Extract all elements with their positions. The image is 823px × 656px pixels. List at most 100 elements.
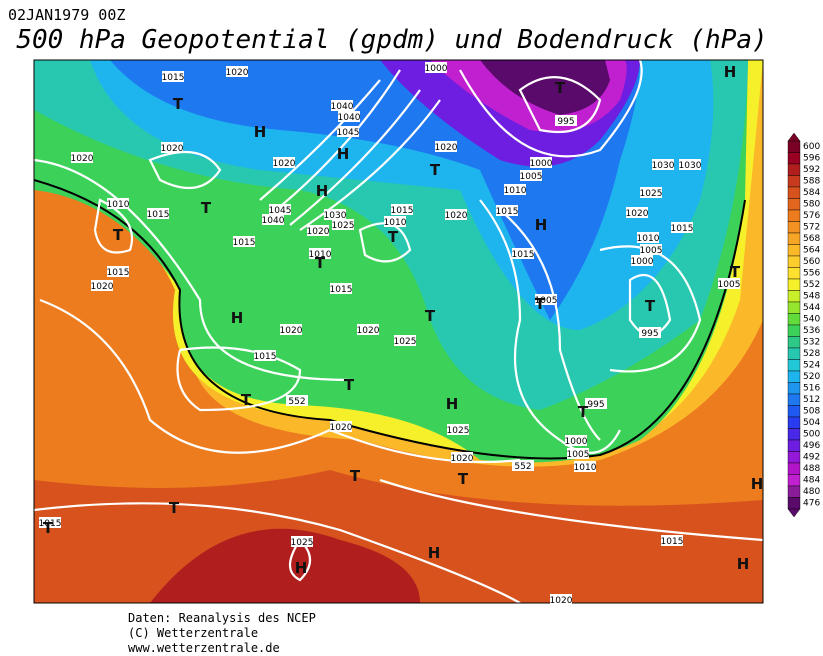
label-bg bbox=[384, 216, 406, 227]
colorbar-swatch bbox=[787, 140, 801, 153]
pressure-center: T bbox=[173, 95, 184, 113]
label-bg bbox=[512, 460, 534, 471]
colorbar-swatch bbox=[787, 301, 801, 314]
isobar-label: 1025 bbox=[447, 426, 470, 436]
isobar-label: 1020 bbox=[226, 68, 249, 78]
isobar-label: 1015 bbox=[391, 206, 414, 216]
colorbar-swatch bbox=[787, 324, 801, 337]
footer-source: Daten: Reanalysis des NCEP bbox=[128, 611, 316, 625]
label-bg bbox=[652, 159, 674, 170]
colorbar-swatch bbox=[787, 209, 801, 222]
isobar-label: 1015 bbox=[671, 224, 694, 234]
label-bg bbox=[233, 236, 255, 247]
label-bg bbox=[637, 232, 659, 243]
isobar-label: 1025 bbox=[394, 337, 417, 347]
isobar-label: 995 bbox=[641, 329, 658, 339]
pressure-center: T bbox=[425, 307, 436, 325]
label-bg bbox=[162, 71, 184, 82]
label-bg bbox=[147, 208, 169, 219]
colorbar-swatch bbox=[787, 347, 801, 360]
label-bg bbox=[262, 214, 284, 225]
colorbar-label: 512 bbox=[803, 395, 820, 405]
isobar-label: 1015 bbox=[107, 268, 130, 278]
label-bg bbox=[307, 225, 329, 236]
colorbar-label: 480 bbox=[803, 487, 820, 497]
label-bg bbox=[640, 244, 662, 255]
colorbar-cap bbox=[787, 508, 801, 518]
colorbar-label: 476 bbox=[803, 499, 820, 509]
colorbar-label: 544 bbox=[803, 303, 820, 313]
colorbar-swatch bbox=[787, 451, 801, 464]
isobar-label: 552 bbox=[288, 397, 305, 407]
isobar-label: 1010 bbox=[384, 218, 407, 228]
pressure-center: T bbox=[388, 228, 399, 246]
isobar-label: 1020 bbox=[626, 209, 649, 219]
colorbar-swatch bbox=[787, 382, 801, 395]
isobar-label: 1015 bbox=[254, 352, 277, 362]
isobar-label: 995 bbox=[587, 400, 604, 410]
label-bg bbox=[286, 395, 308, 406]
isobar-label: 1000 bbox=[565, 437, 588, 447]
isobar-label: 1015 bbox=[233, 238, 256, 248]
label-bg bbox=[585, 398, 607, 409]
pressure-center: T bbox=[645, 297, 656, 315]
label-bg bbox=[574, 461, 596, 472]
label-bg bbox=[107, 266, 129, 277]
label-bg bbox=[291, 536, 313, 547]
map-frame bbox=[33, 59, 764, 604]
label-bg bbox=[504, 184, 526, 195]
label-bg bbox=[331, 100, 353, 111]
colorbar-swatch bbox=[787, 278, 801, 291]
pressure-center: H bbox=[428, 544, 441, 562]
isobar-label: 1015 bbox=[39, 519, 62, 529]
colorbar-swatch bbox=[787, 405, 801, 418]
label-bg bbox=[530, 157, 552, 168]
label-bg bbox=[679, 159, 701, 170]
colorbar-label: 488 bbox=[803, 464, 820, 474]
colorbar-label: 576 bbox=[803, 211, 820, 221]
colorbar-label: 516 bbox=[803, 384, 820, 394]
label-bg bbox=[107, 198, 129, 209]
colorbar-label: 496 bbox=[803, 441, 820, 451]
label-bg bbox=[567, 448, 589, 459]
label-bg bbox=[338, 111, 360, 122]
colorbar-label: 596 bbox=[803, 154, 820, 164]
label-bg bbox=[273, 157, 295, 168]
isobar-label: 1020 bbox=[550, 596, 573, 606]
pressure-center: T bbox=[169, 499, 180, 517]
label-bg bbox=[337, 126, 359, 137]
pressure-center: H bbox=[231, 309, 244, 327]
label-bg bbox=[330, 283, 352, 294]
label-bg bbox=[71, 152, 93, 163]
pressure-center: T bbox=[458, 470, 469, 488]
colorbar-swatch bbox=[787, 462, 801, 475]
pressure-center: T bbox=[555, 79, 566, 97]
colorbar-label: 572 bbox=[803, 223, 820, 233]
colorbar-label: 500 bbox=[803, 430, 820, 440]
colorbar-label: 520 bbox=[803, 372, 820, 382]
label-bg bbox=[661, 535, 683, 546]
colorbar-label: 564 bbox=[803, 246, 820, 256]
pressure-center: H bbox=[337, 145, 350, 163]
colorbar-swatch bbox=[787, 428, 801, 441]
label-bg bbox=[535, 294, 557, 305]
isobar-label: 1020 bbox=[451, 454, 474, 464]
timestamp: 02JAN1979 00Z bbox=[8, 6, 125, 24]
isobar-label: 1010 bbox=[574, 463, 597, 473]
colorbar-label: 504 bbox=[803, 418, 820, 428]
label-bg bbox=[309, 248, 331, 259]
label-bg bbox=[640, 187, 662, 198]
label-bg bbox=[565, 435, 587, 446]
label-bg bbox=[520, 170, 542, 181]
colorbar-swatch bbox=[787, 255, 801, 268]
colorbar-swatch bbox=[787, 267, 801, 280]
isobar-label: 1020 bbox=[273, 159, 296, 169]
map-field bbox=[34, 60, 763, 603]
colorbar-swatch bbox=[787, 485, 801, 498]
pressure-center: T bbox=[430, 161, 441, 179]
colorbar-swatch bbox=[787, 416, 801, 429]
colorbar-swatch bbox=[787, 393, 801, 406]
label-bg bbox=[671, 222, 693, 233]
